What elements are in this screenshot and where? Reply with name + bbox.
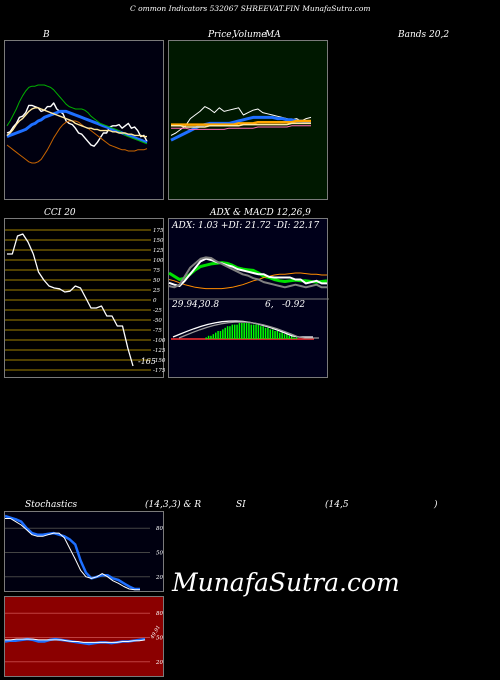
cci-tick-label: 175 [153, 228, 164, 234]
cci-tick-label: 0 [153, 298, 157, 304]
cci-tick-label: 100 [153, 258, 164, 264]
bollinger-series-2 [6, 84, 148, 145]
cci-tick-label: -75 [153, 328, 162, 334]
bollinger-series-1 [6, 109, 148, 144]
cci-tick-label: -50 [153, 318, 162, 324]
rsi-tick-label: 80 [156, 611, 163, 617]
adx-series-3 [168, 256, 327, 289]
bollinger-label-left: B [43, 30, 50, 40]
adx-series-0 [168, 261, 328, 284]
stochastics-chart: 80 50 20 [4, 514, 163, 591]
stoch-title-mid: (14,3,3) & R [145, 500, 202, 510]
price-ma-chart [170, 106, 312, 142]
price-ma-series-2 [171, 119, 311, 126]
macd-line [172, 320, 313, 338]
cci-tick-label: -100 [153, 338, 166, 344]
stoch-title-left: Stochastics [25, 500, 78, 510]
adx-macd-title: ADX & MACD 12,26,9 [210, 208, 311, 218]
cci-panel: 175 150 125 100 75 50 25 0 -25 -50 -75 -100 -125 -150… [4, 218, 166, 378]
stoch-tick-label: 80 [156, 526, 163, 532]
stoch-tick-label: 50 [156, 551, 163, 557]
price-ma-panel [168, 40, 328, 200]
stoch-series-0 [4, 514, 140, 591]
macd-readout-4: -0.92 [282, 300, 306, 310]
chart-title: C ommon Indicators 532067 SHREEVAT.FIN M… [130, 4, 371, 13]
adx-macd-chart [168, 256, 329, 340]
macd-readout-1: 29.94, [172, 300, 201, 310]
macd-readout-2: 30.8 [199, 300, 220, 310]
stoch-title-si: SI [236, 500, 246, 510]
watermark: MunafaSutra.com [172, 568, 400, 597]
macd-readout-3: 6, [265, 300, 274, 310]
price-ma-series-3 [171, 122, 311, 128]
cci-tick-label: -25 [153, 308, 162, 314]
rsi-tick-label: 50 [156, 636, 163, 642]
cci-series-0 [7, 233, 134, 367]
bollinger-series-4 [6, 107, 147, 138]
adx-readout: ADX: 1.03 +DI: 21.72 -DI: 22.17 [172, 221, 320, 231]
cci-tick-label: 25 [152, 288, 160, 294]
cci-tick-label: 125 [153, 248, 164, 254]
rsi-tick-label: 20 [155, 660, 163, 666]
cci-title: CCI 20 [44, 208, 76, 218]
price-ma-series-4 [171, 125, 311, 130]
ma-label: MA [265, 30, 281, 40]
stoch-tick-label: 20 [155, 575, 163, 581]
adx-series-2 [168, 257, 327, 287]
cci-tick-label: 150 [153, 238, 164, 244]
cci-tick-label: -125 [153, 348, 166, 354]
macd-signal-line [178, 321, 319, 339]
cci-tick-label: 50 [153, 278, 160, 284]
adx-series-1 [168, 272, 327, 290]
price-label: Price, [208, 30, 235, 40]
adx-macd-panel: ADX: 1.03 +DI: 21.72 -DI: 22.17 29.94, 3… [168, 218, 329, 378]
stoch-series-1 [5, 518, 140, 591]
volume-label: Volume [233, 30, 267, 40]
cci-tick-label: -150 [153, 358, 166, 364]
stoch-title-close: ) [434, 500, 438, 510]
stoch-title-params: (14,5 [325, 500, 349, 510]
bollinger-label-right: Bands 20,2 [398, 30, 450, 40]
bollinger-chart [6, 84, 148, 164]
cci-tick-label: 75 [153, 268, 160, 274]
stochastics-panel: 80 50 20 [4, 511, 164, 592]
bollinger-series-3 [6, 120, 148, 164]
rsi-panel: 80 50 20 49.91 [4, 596, 164, 677]
bollinger-panel [4, 40, 164, 200]
cci-value-label: -165 [138, 357, 156, 366]
bollinger-series-0 [6, 102, 148, 147]
price-ma-series-1 [170, 115, 311, 142]
cci-chart: 175 150 125 100 75 50 25 0 -25 -50 -75 -100 -125 -150… [5, 228, 166, 374]
cci-tick-label: -175 [153, 368, 166, 374]
rsi-series-1 [5, 638, 146, 643]
